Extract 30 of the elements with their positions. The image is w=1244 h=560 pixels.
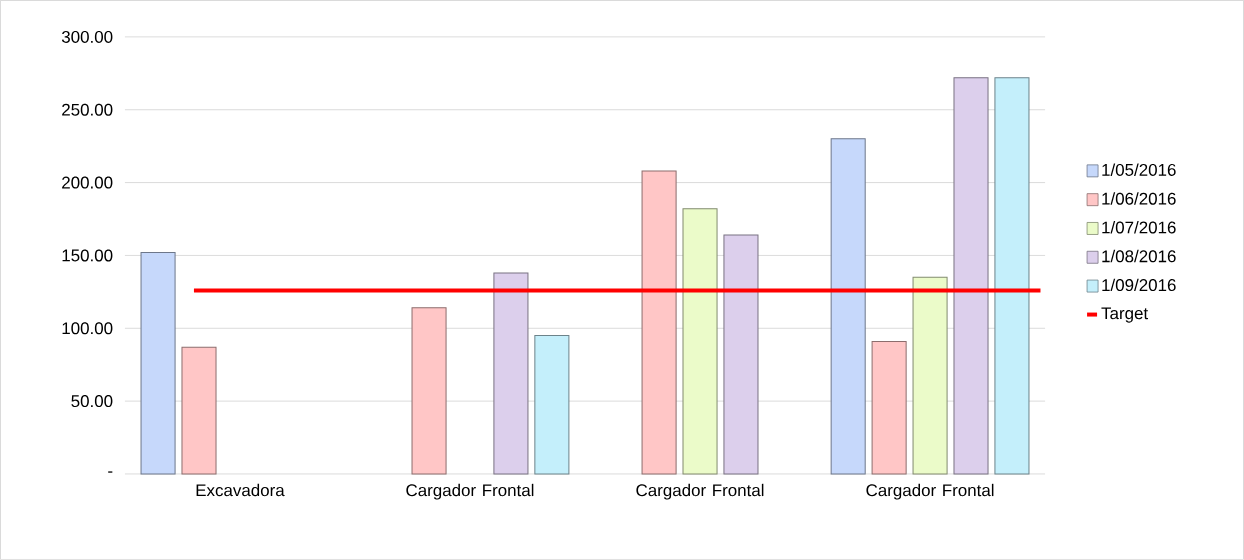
x-tick-label: Cargador Frontal — [406, 483, 534, 500]
bar — [181, 346, 217, 475]
bar — [493, 272, 529, 475]
legend-label: 1/07/2016 — [1102, 221, 1176, 234]
legend-label: Target — [1101, 307, 1149, 323]
bar — [994, 77, 1030, 475]
bar — [140, 252, 176, 475]
bar — [411, 307, 447, 475]
bar — [534, 335, 570, 475]
bar — [871, 340, 907, 475]
bar — [830, 138, 866, 475]
x-tick-label: Excavadora — [196, 483, 285, 497]
y-tick-label: 150.00 — [62, 249, 113, 262]
y-tick-label: 50.00 — [71, 395, 113, 408]
y-tick-label: 300.00 — [61, 30, 113, 43]
legend-label: 1/08/2016 — [1102, 249, 1176, 263]
legend-label: 1/09/2016 — [1102, 278, 1176, 292]
y-tick-label: - — [108, 471, 113, 473]
legend-label: 1/06/2016 — [1102, 192, 1176, 205]
x-tick-label: Cargador Frontal — [866, 483, 994, 500]
y-tick-label: 250.00 — [62, 103, 113, 116]
y-tick-label: 200.00 — [62, 176, 113, 189]
x-tick-label: Cargador Frontal — [636, 483, 764, 500]
bar — [641, 170, 677, 475]
y-tick-label: 100.00 — [62, 322, 113, 335]
legend-label: 1/05/2016 — [1102, 163, 1176, 176]
bar — [682, 208, 718, 475]
bar — [912, 276, 948, 475]
bar — [723, 234, 759, 475]
bar — [953, 77, 989, 475]
